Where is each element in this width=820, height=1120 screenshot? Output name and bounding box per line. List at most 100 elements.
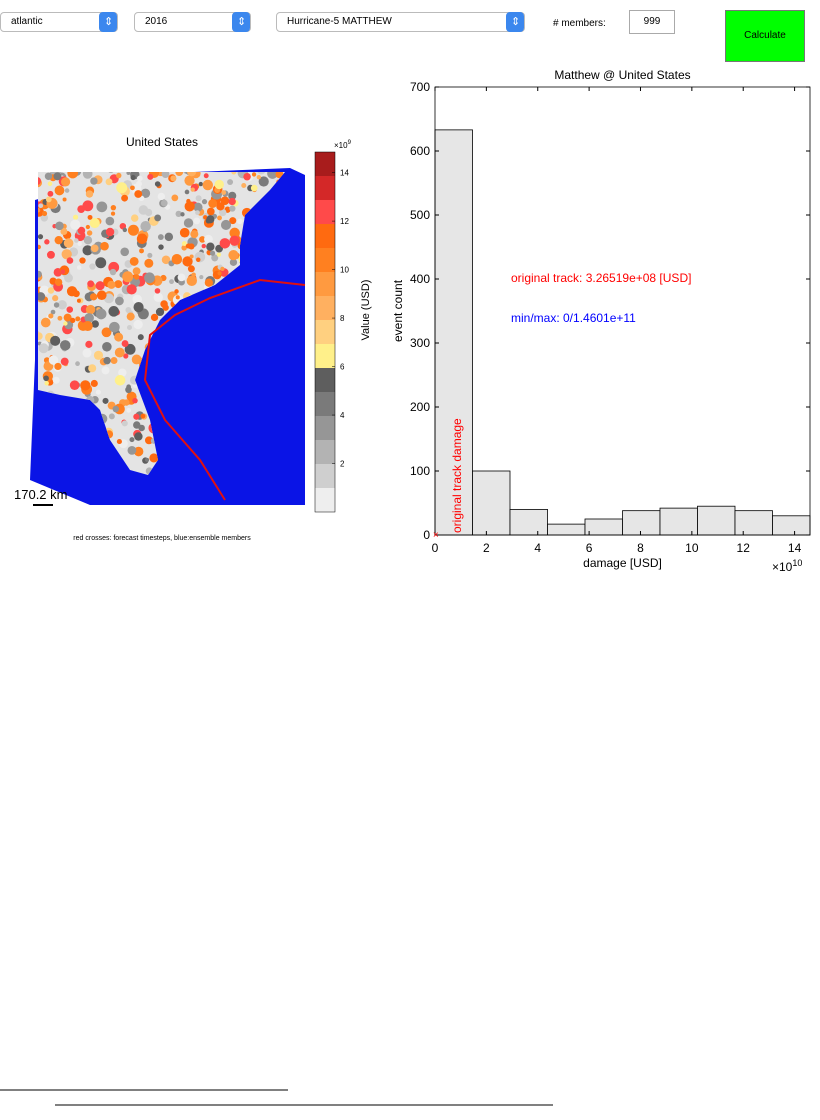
year-popup[interactable]: 2016 (134, 12, 251, 32)
dot (103, 276, 114, 288)
dot (44, 381, 49, 386)
dot (224, 387, 236, 399)
dot (277, 310, 282, 315)
dot (170, 347, 181, 358)
dot (243, 172, 251, 181)
dot (38, 292, 46, 301)
dot (74, 238, 79, 243)
colorbar-segment (315, 272, 335, 296)
dot (85, 304, 96, 315)
dot (46, 197, 58, 209)
dot (126, 284, 137, 295)
dot (119, 271, 126, 278)
dot (103, 356, 111, 365)
event-popup[interactable]: Hurricane-5 MATTHEW (276, 12, 525, 32)
dot (247, 227, 256, 236)
dot (151, 275, 163, 286)
dot (117, 472, 125, 475)
dot (225, 300, 236, 311)
dot (45, 445, 52, 451)
dot (64, 273, 73, 283)
dot (139, 248, 144, 254)
dot (200, 423, 207, 430)
dot (122, 271, 134, 283)
dot (211, 213, 218, 219)
dot (232, 390, 243, 401)
dot (126, 312, 135, 321)
dot (136, 233, 148, 245)
dot (160, 274, 167, 282)
dot (51, 281, 59, 289)
dot (201, 243, 206, 249)
dot (178, 355, 187, 365)
dot (284, 392, 285, 399)
dot (82, 172, 93, 179)
dot (129, 375, 140, 385)
dot (109, 174, 119, 184)
dot (38, 332, 43, 340)
dot (170, 341, 181, 353)
dot (220, 266, 225, 272)
dot (183, 292, 191, 301)
dot (45, 196, 52, 203)
dot (187, 237, 198, 248)
dot (126, 391, 137, 402)
dot (274, 316, 280, 323)
map-caption: red crosses: forecast timesteps, blue:en… (73, 535, 251, 542)
dot (62, 323, 73, 335)
dot (53, 364, 62, 372)
dot (81, 383, 93, 395)
colorbar-tick-label: 14 (340, 169, 349, 178)
dot (171, 416, 178, 424)
dot (232, 199, 239, 207)
dot (155, 172, 166, 177)
dot (61, 249, 72, 260)
dot (147, 217, 152, 222)
dot (90, 443, 100, 454)
dot (178, 363, 187, 372)
dot (112, 405, 120, 413)
dot (203, 283, 213, 293)
dot (186, 275, 197, 286)
y-axis-label: event count (391, 279, 405, 342)
dot (272, 204, 278, 210)
dot (38, 408, 47, 418)
dot (174, 319, 182, 327)
dot (235, 318, 247, 330)
dot (202, 179, 214, 191)
dot (75, 316, 81, 322)
dot (144, 208, 153, 217)
dot (206, 376, 215, 385)
dot (52, 376, 60, 384)
dot (167, 379, 176, 387)
dot (187, 416, 193, 422)
dot (178, 447, 189, 458)
dot (60, 357, 69, 366)
dot (250, 270, 261, 282)
dot (275, 172, 284, 179)
dot (257, 172, 266, 175)
dot (153, 408, 158, 413)
dot (273, 197, 283, 207)
basin-popup[interactable]: atlantic (0, 12, 118, 32)
dot (273, 352, 285, 364)
dot (162, 433, 173, 444)
x-tick-label: 4 (534, 541, 541, 555)
dot (220, 196, 230, 206)
dot (104, 279, 112, 287)
dot (91, 396, 99, 404)
dot (90, 379, 98, 388)
calculate-button[interactable]: Calculate (725, 10, 805, 62)
dot (271, 467, 282, 475)
dot (100, 241, 109, 251)
dot (266, 221, 271, 226)
dot (176, 443, 186, 453)
dot (206, 305, 213, 312)
dot (78, 448, 87, 456)
dot (133, 446, 144, 457)
dot (124, 343, 136, 355)
dot (157, 192, 166, 201)
members-input[interactable]: 999 (629, 10, 675, 34)
dot (143, 354, 150, 360)
dot (194, 251, 206, 263)
